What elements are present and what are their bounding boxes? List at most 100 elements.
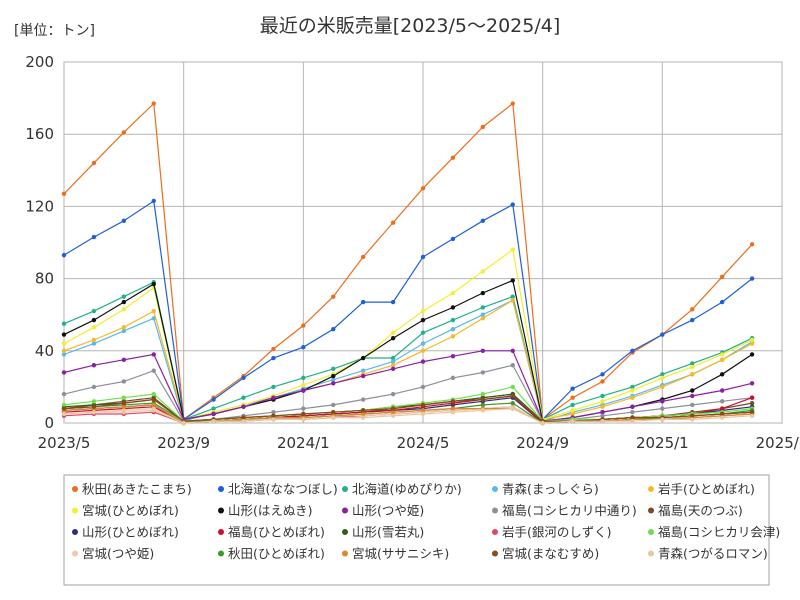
data-point — [510, 406, 515, 411]
data-point — [450, 409, 456, 415]
data-point — [719, 372, 725, 377]
data-point — [181, 420, 186, 426]
data-point — [301, 417, 306, 422]
data-point — [719, 406, 725, 411]
legend: 秋田(あきたこまち) 北海道(ななつぼし) 北海道(ゆめぴりか) 青森(まっしぐら) 岩… — [63, 474, 780, 586]
data-point — [450, 326, 456, 332]
data-point — [570, 411, 575, 417]
data-point — [390, 299, 396, 305]
data-point — [600, 393, 605, 399]
x-tick-label: 2023/9 — [157, 434, 210, 452]
data-point — [360, 373, 366, 379]
data-point — [660, 375, 665, 381]
x-tick-label: 2023/5 — [38, 434, 91, 452]
data-point — [600, 409, 605, 415]
data-point — [61, 252, 67, 258]
data-point — [450, 155, 456, 160]
data-point — [301, 323, 306, 328]
legend-marker — [492, 529, 498, 535]
data-point — [91, 317, 97, 323]
legend-marker — [492, 550, 498, 557]
data-point — [271, 384, 276, 390]
x-tick-label: 2025/5 — [756, 434, 800, 452]
data-point — [121, 409, 127, 415]
data-point — [480, 348, 486, 353]
data-point — [91, 404, 97, 409]
legend-label: 宮城(まなむすめ) — [502, 546, 599, 561]
data-point — [719, 415, 725, 420]
data-point — [450, 354, 456, 359]
data-point — [719, 274, 725, 279]
data-point — [211, 406, 216, 411]
data-point — [630, 388, 635, 393]
data-point — [61, 341, 67, 346]
data-point — [749, 395, 755, 400]
data-point — [480, 408, 486, 413]
legend-label: 宮城(つや姫) — [82, 546, 154, 561]
data-point — [660, 372, 665, 377]
y-tick-label: 80 — [35, 270, 54, 288]
data-point — [480, 290, 486, 296]
data-point — [390, 355, 396, 361]
data-point — [151, 352, 156, 357]
legend-marker — [648, 486, 654, 492]
legend-item: 青森(まっしぐら) — [492, 482, 599, 497]
data-point — [480, 316, 486, 321]
y-tick-label: 0 — [44, 414, 54, 432]
data-point — [151, 198, 156, 204]
legend-marker — [342, 507, 348, 514]
data-point — [660, 406, 665, 411]
data-point — [151, 402, 156, 408]
data-point — [331, 402, 336, 408]
data-point — [121, 328, 127, 334]
x-tick-label: 2024/5 — [397, 434, 450, 452]
legend-marker — [648, 529, 654, 535]
legend-label: 岩手(銀河のしずく) — [502, 525, 612, 540]
data-point — [690, 417, 695, 422]
data-point — [749, 242, 755, 247]
data-point — [390, 413, 396, 418]
data-point — [301, 375, 306, 381]
legend-label: 山形(つや姫) — [352, 503, 424, 518]
data-point — [719, 411, 725, 417]
legend-marker — [72, 507, 78, 514]
legend-label: 福島(ひとめぼれ) — [228, 525, 325, 540]
data-point — [570, 402, 575, 408]
data-point — [660, 399, 665, 404]
data-point — [390, 363, 396, 368]
data-point — [91, 363, 97, 368]
data-point — [151, 281, 156, 287]
data-point — [480, 312, 486, 317]
data-point — [719, 357, 725, 363]
series-line — [63, 364, 753, 422]
data-point — [61, 191, 67, 196]
data-point — [450, 317, 456, 323]
legend-marker — [342, 529, 348, 535]
data-point — [749, 413, 755, 418]
data-point — [301, 344, 306, 350]
data-point — [749, 409, 755, 415]
data-point — [61, 411, 67, 417]
y-tick-label: 200 — [25, 53, 54, 71]
y-tick-label: 40 — [35, 342, 54, 360]
legend-marker — [72, 486, 78, 492]
unit-label: [単位：トン] — [14, 23, 95, 39]
data-point — [271, 355, 276, 361]
x-tick-label: 2024/1 — [277, 434, 330, 452]
series-line — [63, 350, 753, 422]
data-point — [61, 391, 67, 397]
data-point — [91, 341, 97, 346]
legend-marker — [72, 550, 78, 557]
data-point — [690, 402, 695, 408]
legend-label: 岩手(ひとめぼれ) — [658, 482, 755, 497]
data-point — [630, 395, 635, 400]
data-point — [271, 417, 276, 422]
data-point — [450, 375, 456, 381]
data-point — [420, 186, 426, 191]
data-point — [360, 299, 366, 305]
data-point — [331, 326, 336, 332]
data-point — [719, 388, 725, 393]
series-line — [63, 395, 753, 422]
data-point — [420, 254, 426, 260]
